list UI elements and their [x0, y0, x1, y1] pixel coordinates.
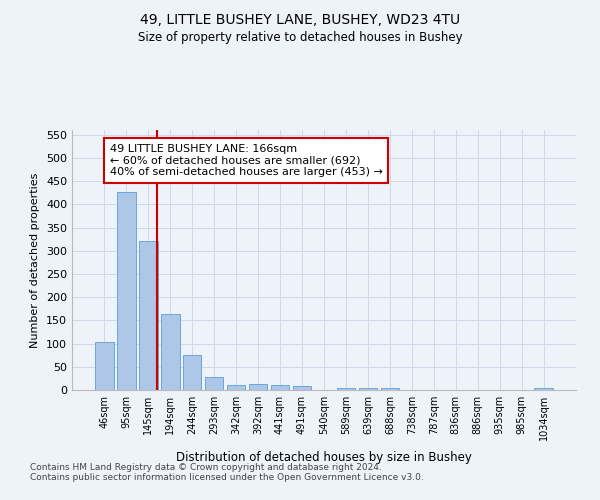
Text: 49 LITTLE BUSHEY LANE: 166sqm
← 60% of detached houses are smaller (692)
40% of : 49 LITTLE BUSHEY LANE: 166sqm ← 60% of d… [110, 144, 383, 177]
Bar [183, 355, 202, 390]
Bar [249, 384, 268, 390]
Bar [359, 388, 377, 390]
Y-axis label: Number of detached properties: Number of detached properties [31, 172, 40, 348]
Bar [535, 388, 553, 390]
Bar [117, 192, 136, 390]
Text: Size of property relative to detached houses in Bushey: Size of property relative to detached ho… [137, 31, 463, 44]
Bar [271, 385, 289, 390]
Text: Contains HM Land Registry data © Crown copyright and database right 2024.
Contai: Contains HM Land Registry data © Crown c… [30, 463, 424, 482]
Bar [139, 241, 158, 390]
Bar [161, 314, 179, 390]
Bar [293, 386, 311, 390]
Bar [227, 385, 245, 390]
Text: 49, LITTLE BUSHEY LANE, BUSHEY, WD23 4TU: 49, LITTLE BUSHEY LANE, BUSHEY, WD23 4TU [140, 12, 460, 26]
Bar [337, 388, 355, 390]
Bar [380, 388, 399, 390]
X-axis label: Distribution of detached houses by size in Bushey: Distribution of detached houses by size … [176, 451, 472, 464]
Bar [205, 378, 223, 390]
Bar [95, 342, 113, 390]
